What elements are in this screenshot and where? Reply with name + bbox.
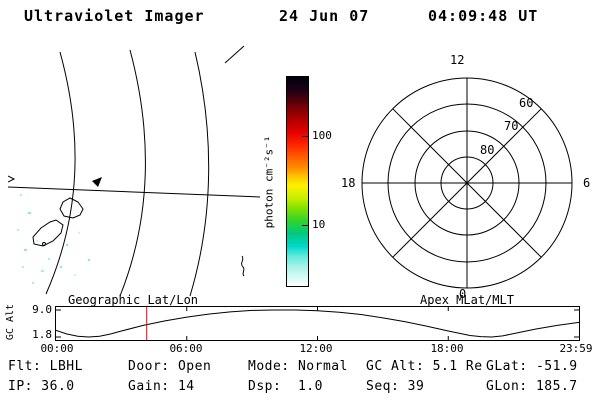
header-time: 04:09:48 UT (428, 7, 539, 25)
strip-xtick-2359: 23:59 (559, 342, 593, 355)
status-dsp: Dsp: 1.0 (248, 379, 323, 394)
coastline-fragment (241, 255, 245, 277)
mlt-label-18: 18 (341, 176, 356, 190)
map-grid-tick (224, 45, 245, 64)
status-gain: Gain: 14 (128, 379, 195, 394)
strip-xtick-1800: 18:00 (430, 342, 464, 355)
map-grid-arc (45, 51, 76, 295)
colorbar-tick-lower: 10 (312, 218, 326, 231)
mlt-label-12: 12 (450, 53, 465, 67)
colorbar-tick-mark (302, 136, 308, 137)
gc-alt-strip-chart (55, 306, 580, 341)
coastline-north-island (59, 197, 84, 219)
map-grid-arc (189, 51, 210, 297)
colorbar-units-label: photon cm⁻²s⁻¹ (262, 135, 276, 229)
status-seq: Seq: 39 (366, 379, 425, 394)
geographic-map (8, 45, 260, 297)
map-grid-arc (119, 49, 146, 297)
strip-ytick-max: 9.0 (32, 303, 52, 316)
spacecraft-footpoint-marker (92, 177, 102, 187)
mlt-label-0: 0 (459, 287, 467, 301)
status-mode: Mode: Normal (248, 359, 348, 374)
polar-caption: Apex MLat/MLT (420, 293, 514, 307)
mlt-label-6: 6 (583, 176, 591, 190)
polar-grid (361, 77, 573, 289)
strip-xtick-0600: 06:00 (169, 342, 203, 355)
app-title: Ultraviolet Imager (24, 7, 205, 25)
mlt-spoke-diag2 (392, 108, 542, 258)
status-ip: IP: 36.0 (8, 379, 75, 394)
gc-alt-curve (56, 309, 579, 338)
colorbar-tick-upper: 100 (312, 129, 332, 142)
colorbar-tick-mark (302, 225, 308, 226)
coastline-islet (42, 242, 46, 246)
status-gc-alt: GC Alt: 5.1 Re (366, 359, 483, 374)
strip-ytick-min: 1.8 (32, 328, 52, 341)
status-door: Door: Open (128, 359, 212, 374)
mlat-label-60: 60 (519, 96, 534, 110)
status-glon: GLon: 185.7 (486, 379, 578, 394)
strip-ylabel: GC Alt (5, 303, 16, 341)
mlat-label-80: 80 (480, 143, 495, 157)
coastline-south-island (32, 219, 64, 247)
strip-xtick-1200: 12:00 (299, 342, 333, 355)
mlat-label-70: 70 (504, 119, 519, 133)
map-equator-line (8, 186, 260, 198)
status-flt: Flt: LBHL (8, 359, 83, 374)
strip-xtick-0000: 00:00 (40, 342, 74, 355)
header-date: 24 Jun 07 (279, 7, 370, 25)
status-glat: GLat: -51.9 (486, 359, 578, 374)
airglow-speckles (17, 194, 90, 284)
coastline-fragment (8, 175, 16, 183)
map-caption: Geographic Lat/Lon (67, 293, 199, 307)
colorbar-gradient (286, 76, 309, 287)
